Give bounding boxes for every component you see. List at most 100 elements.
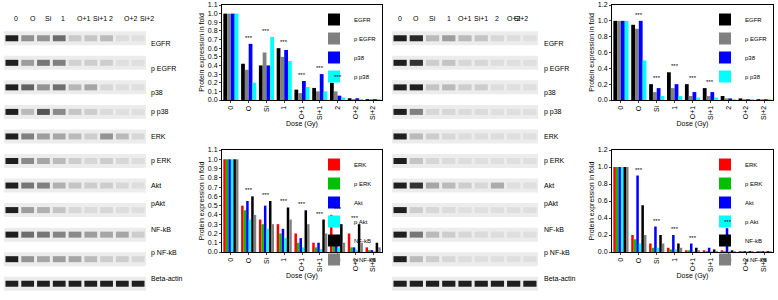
svg-text:0.3: 0.3 bbox=[208, 221, 218, 228]
svg-text:O+2: O+2 bbox=[742, 106, 749, 120]
svg-text:Protein expression in fold: Protein expression in fold bbox=[198, 162, 206, 241]
svg-text:0.4: 0.4 bbox=[208, 211, 218, 218]
svg-text:p Akt: p Akt bbox=[354, 219, 368, 225]
svg-text:0.1: 0.1 bbox=[208, 88, 218, 95]
svg-text:O+1: O+1 bbox=[298, 106, 305, 120]
svg-text:***: *** bbox=[262, 28, 270, 34]
svg-text:ERK: ERK bbox=[745, 162, 757, 168]
svg-text:1.0: 1.0 bbox=[598, 163, 608, 170]
svg-text:O: O bbox=[635, 257, 642, 263]
svg-text:***: *** bbox=[671, 226, 679, 232]
svg-text:***: *** bbox=[316, 65, 324, 71]
svg-text:0.6: 0.6 bbox=[208, 45, 218, 52]
svg-text:p NF-kB: p NF-kB bbox=[544, 249, 570, 257]
svg-text:1.1: 1.1 bbox=[208, 1, 218, 8]
svg-text:p ERK: p ERK bbox=[745, 181, 762, 187]
svg-text:EGFR: EGFR bbox=[354, 17, 371, 23]
svg-text:0: 0 bbox=[14, 15, 18, 22]
svg-text:***: *** bbox=[245, 187, 253, 193]
svg-text:O+2: O+2 bbox=[507, 15, 521, 22]
svg-text:p EGFR: p EGFR bbox=[354, 36, 376, 42]
svg-text:Si+2: Si+2 bbox=[140, 15, 154, 22]
svg-text:Si: Si bbox=[263, 257, 270, 264]
svg-text:p NF-kB: p NF-kB bbox=[354, 257, 376, 263]
svg-text:0.6: 0.6 bbox=[598, 197, 608, 204]
svg-text:0.6: 0.6 bbox=[598, 49, 608, 56]
svg-text:p ERK: p ERK bbox=[151, 157, 172, 165]
svg-text:2: 2 bbox=[495, 15, 499, 22]
svg-text:O+1: O+1 bbox=[298, 258, 305, 272]
svg-text:Protein expression in fold: Protein expression in fold bbox=[588, 13, 596, 92]
svg-text:EGFR: EGFR bbox=[544, 40, 563, 47]
svg-text:Si: Si bbox=[653, 105, 660, 112]
svg-text:Si+1: Si+1 bbox=[707, 258, 714, 272]
svg-text:1: 1 bbox=[671, 106, 678, 110]
svg-text:0.7: 0.7 bbox=[208, 36, 218, 43]
svg-text:1: 1 bbox=[447, 15, 451, 22]
svg-text:O+1: O+1 bbox=[689, 258, 696, 272]
svg-text:***: *** bbox=[280, 39, 288, 45]
svg-text:0.6: 0.6 bbox=[208, 193, 218, 200]
svg-text:O: O bbox=[245, 105, 252, 111]
svg-text:0.4: 0.4 bbox=[598, 65, 608, 72]
svg-text:p EGFR: p EGFR bbox=[544, 65, 569, 73]
svg-text:p NF-kB: p NF-kB bbox=[745, 257, 767, 263]
svg-text:***: *** bbox=[689, 235, 697, 241]
svg-text:EGFR: EGFR bbox=[151, 40, 170, 47]
svg-text:***: *** bbox=[351, 215, 359, 221]
svg-text:Si: Si bbox=[429, 15, 436, 22]
svg-text:***: *** bbox=[635, 167, 643, 173]
svg-text:Si+1: Si+1 bbox=[316, 258, 323, 272]
svg-text:0.8: 0.8 bbox=[208, 27, 218, 34]
svg-text:***: *** bbox=[653, 75, 661, 81]
svg-text:***: *** bbox=[653, 218, 661, 224]
svg-text:0.5: 0.5 bbox=[208, 53, 218, 60]
svg-text:p NF-kB: p NF-kB bbox=[151, 249, 177, 257]
svg-text:O: O bbox=[635, 105, 642, 111]
svg-text:p ERK: p ERK bbox=[354, 181, 371, 187]
svg-text:Si: Si bbox=[45, 15, 52, 22]
svg-text:Si+1: Si+1 bbox=[474, 15, 488, 22]
svg-text:***: *** bbox=[334, 206, 342, 212]
svg-text:0: 0 bbox=[398, 15, 402, 22]
svg-text:pAkt: pAkt bbox=[544, 200, 558, 208]
svg-text:p p38: p p38 bbox=[354, 74, 370, 80]
svg-text:1.1: 1.1 bbox=[208, 146, 218, 153]
svg-text:Si: Si bbox=[263, 105, 270, 112]
svg-text:O+1: O+1 bbox=[77, 15, 91, 22]
svg-text:Dose (Gy): Dose (Gy) bbox=[286, 120, 318, 128]
svg-text:Si+1: Si+1 bbox=[93, 15, 107, 22]
svg-text:0.3: 0.3 bbox=[208, 71, 218, 78]
svg-text:Protein expression in fold: Protein expression in fold bbox=[198, 13, 206, 92]
svg-text:Si+2: Si+2 bbox=[369, 106, 376, 120]
svg-text:O+1: O+1 bbox=[458, 15, 472, 22]
svg-text:0.1: 0.1 bbox=[208, 239, 218, 246]
svg-text:1: 1 bbox=[61, 15, 65, 22]
svg-text:0.8: 0.8 bbox=[598, 33, 608, 40]
svg-text:0.2: 0.2 bbox=[598, 231, 608, 238]
svg-text:0: 0 bbox=[617, 258, 624, 262]
svg-text:0: 0 bbox=[617, 106, 624, 110]
svg-text:0.0: 0.0 bbox=[208, 248, 218, 255]
svg-text:ERK: ERK bbox=[354, 162, 366, 168]
svg-text:1: 1 bbox=[671, 258, 678, 262]
svg-text:NF-kB: NF-kB bbox=[354, 238, 371, 244]
svg-text:***: *** bbox=[635, 12, 643, 18]
svg-text:0.2: 0.2 bbox=[208, 79, 218, 86]
svg-text:NF-kB: NF-kB bbox=[745, 238, 762, 244]
svg-text:0: 0 bbox=[227, 106, 234, 110]
svg-text:1.2: 1.2 bbox=[598, 1, 608, 8]
svg-text:p38: p38 bbox=[354, 55, 365, 61]
svg-text:p38: p38 bbox=[544, 89, 556, 97]
svg-text:NF-kB: NF-kB bbox=[544, 226, 564, 233]
svg-text:0.9: 0.9 bbox=[208, 165, 218, 172]
svg-text:1: 1 bbox=[280, 258, 287, 262]
svg-text:ERK: ERK bbox=[544, 133, 559, 140]
svg-text:p p38: p p38 bbox=[151, 108, 169, 116]
svg-text:***: *** bbox=[334, 74, 342, 80]
svg-text:Dose (Gy): Dose (Gy) bbox=[677, 120, 709, 128]
svg-text:1.0: 1.0 bbox=[598, 17, 608, 24]
svg-text:Akt: Akt bbox=[544, 182, 554, 189]
svg-text:0.5: 0.5 bbox=[208, 202, 218, 209]
svg-text:1.0: 1.0 bbox=[208, 156, 218, 163]
